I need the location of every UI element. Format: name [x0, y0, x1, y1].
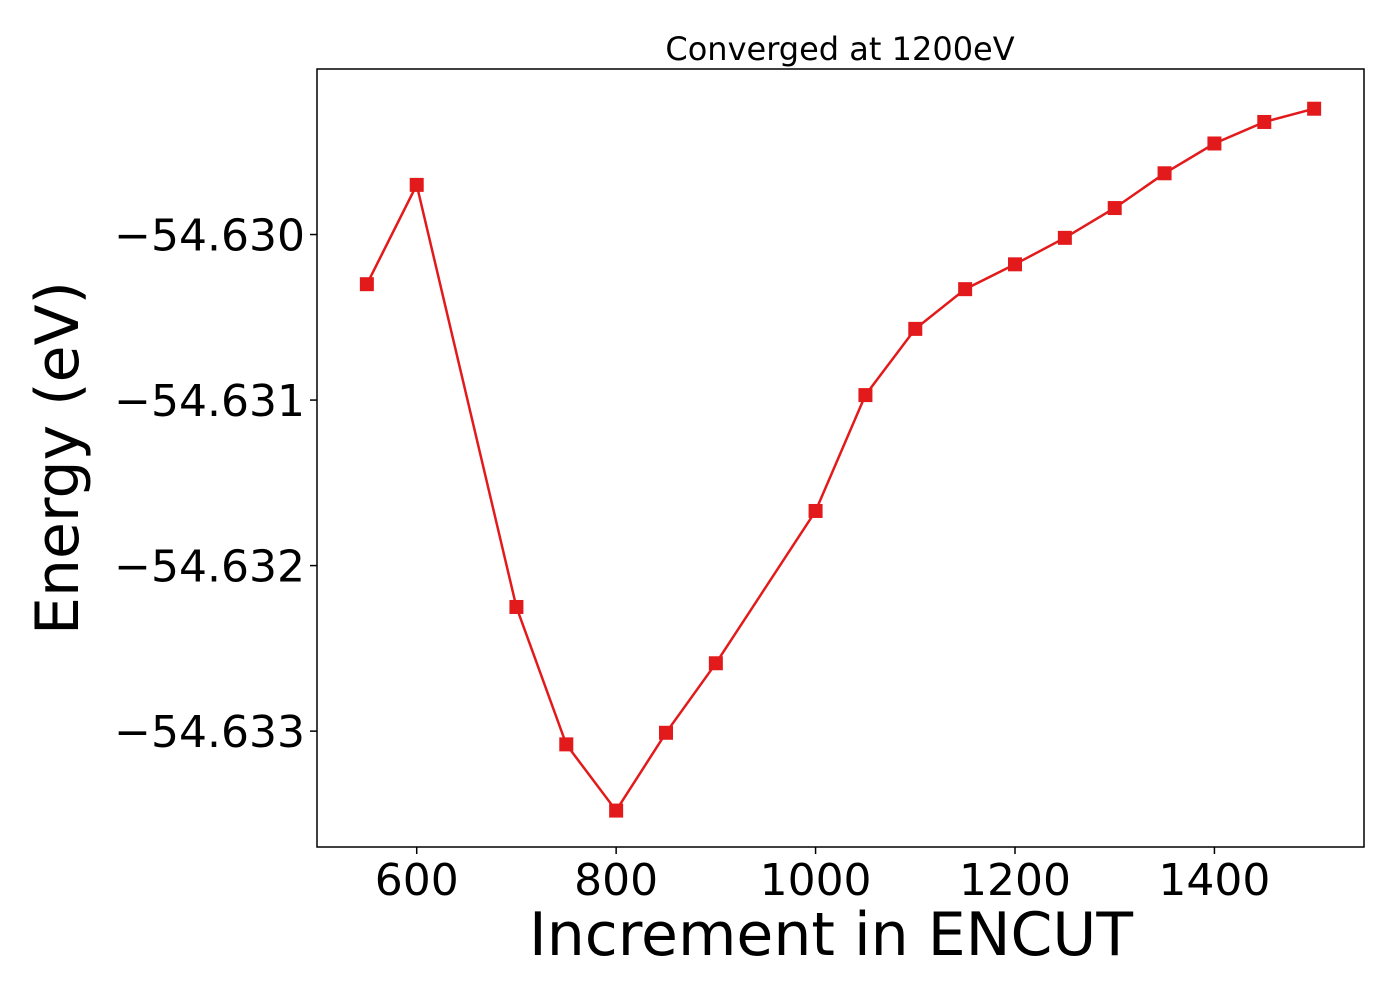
data-point-marker	[1207, 136, 1222, 151]
data-point-marker	[958, 282, 973, 297]
data-point-marker	[1008, 257, 1022, 272]
y-tick-label: −54.632	[114, 542, 305, 593]
x-tick-label: 800	[574, 855, 658, 906]
data-point-marker	[359, 277, 374, 292]
series-line	[365, 107, 1315, 813]
data-point-marker	[559, 737, 574, 752]
y-tick-label: −54.631	[114, 376, 305, 427]
data-point-marker	[1057, 230, 1072, 245]
data-point-marker	[409, 177, 424, 192]
data-point-marker	[908, 321, 923, 336]
data-point-marker	[1107, 201, 1122, 216]
data-point-marker	[509, 599, 524, 614]
data-point-marker	[1307, 101, 1322, 116]
data-point-marker	[808, 503, 823, 518]
x-axis-label: Increment in ENCUT	[529, 900, 1133, 970]
x-tick-label: 1400	[1158, 855, 1270, 906]
x-tick-label: 1200	[959, 855, 1071, 906]
data-point-marker	[708, 656, 723, 671]
data-point-marker	[858, 388, 873, 403]
y-axis-label: Energy (eV)	[23, 281, 93, 635]
data-point-marker	[609, 803, 624, 818]
plot-area-frame	[316, 68, 1365, 848]
data-point-marker	[1257, 114, 1272, 129]
series-layer	[359, 101, 1322, 818]
y-tick-label: −54.633	[114, 707, 305, 758]
y-axis: −54.630 −54.631 −54.632 −54.633	[114, 211, 317, 758]
y-tick-label: −54.630	[114, 211, 305, 262]
data-point-marker	[1157, 166, 1172, 181]
x-axis: 600 800 1000 1200 1400	[375, 847, 1270, 906]
x-tick-label: 1000	[760, 855, 872, 906]
data-point-marker	[659, 725, 673, 740]
chart-title: Converged at 1200eV	[665, 30, 1014, 68]
x-tick-label: 600	[375, 855, 459, 906]
